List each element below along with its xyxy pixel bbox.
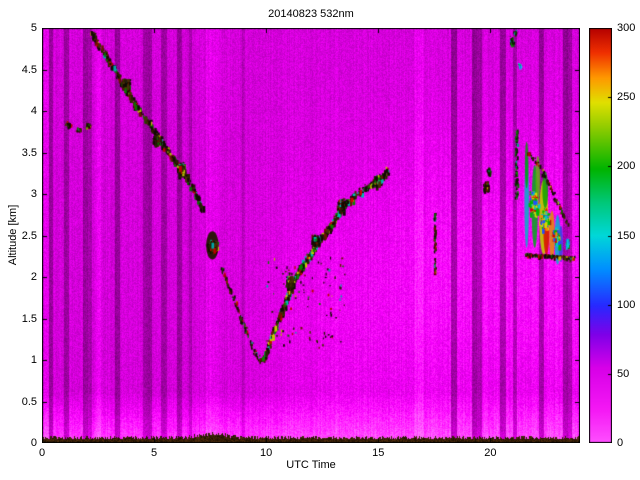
y-tick-label: 1 [30,354,37,366]
y-tick-label: 5 [30,22,37,34]
colorbar-tick-label: 150 [617,229,636,242]
x-tick-label: 5 [151,447,158,459]
colorbar-tick-label: 100 [617,298,636,311]
x-tick-label: 20 [484,447,497,459]
colorbar-tick-label: 250 [617,91,636,104]
y-tick-label: 4.5 [21,63,37,76]
colorbar-tick-label: 300 [617,22,636,34]
x-tick-label: 10 [260,447,273,459]
y-tick-label: 2.5 [21,229,37,242]
chart-title: 20140823 532nm [268,8,354,20]
y-tick-label: 1.5 [21,312,37,325]
y-tick-label: 2 [30,271,37,283]
y-tick-label: 3.5 [21,146,37,159]
colorbar-tick-label: 200 [617,160,636,173]
y-tick-label: 4 [30,105,37,117]
y-tick-label: 3 [30,188,37,200]
x-axis-label: UTC Time [286,459,336,471]
colorbar-tick-label: 0 [617,437,624,449]
colorbar-tick-label: 50 [617,367,630,380]
x-tick-label: 0 [38,447,46,459]
x-tick-label: 15 [372,447,385,459]
y-tick-label: 0 [30,437,37,449]
colorbar [589,28,612,443]
y-tick-label: 0.5 [21,395,37,408]
y-axis-label: Altitude [km] [7,204,19,266]
heatmap-plot-area [42,28,580,443]
